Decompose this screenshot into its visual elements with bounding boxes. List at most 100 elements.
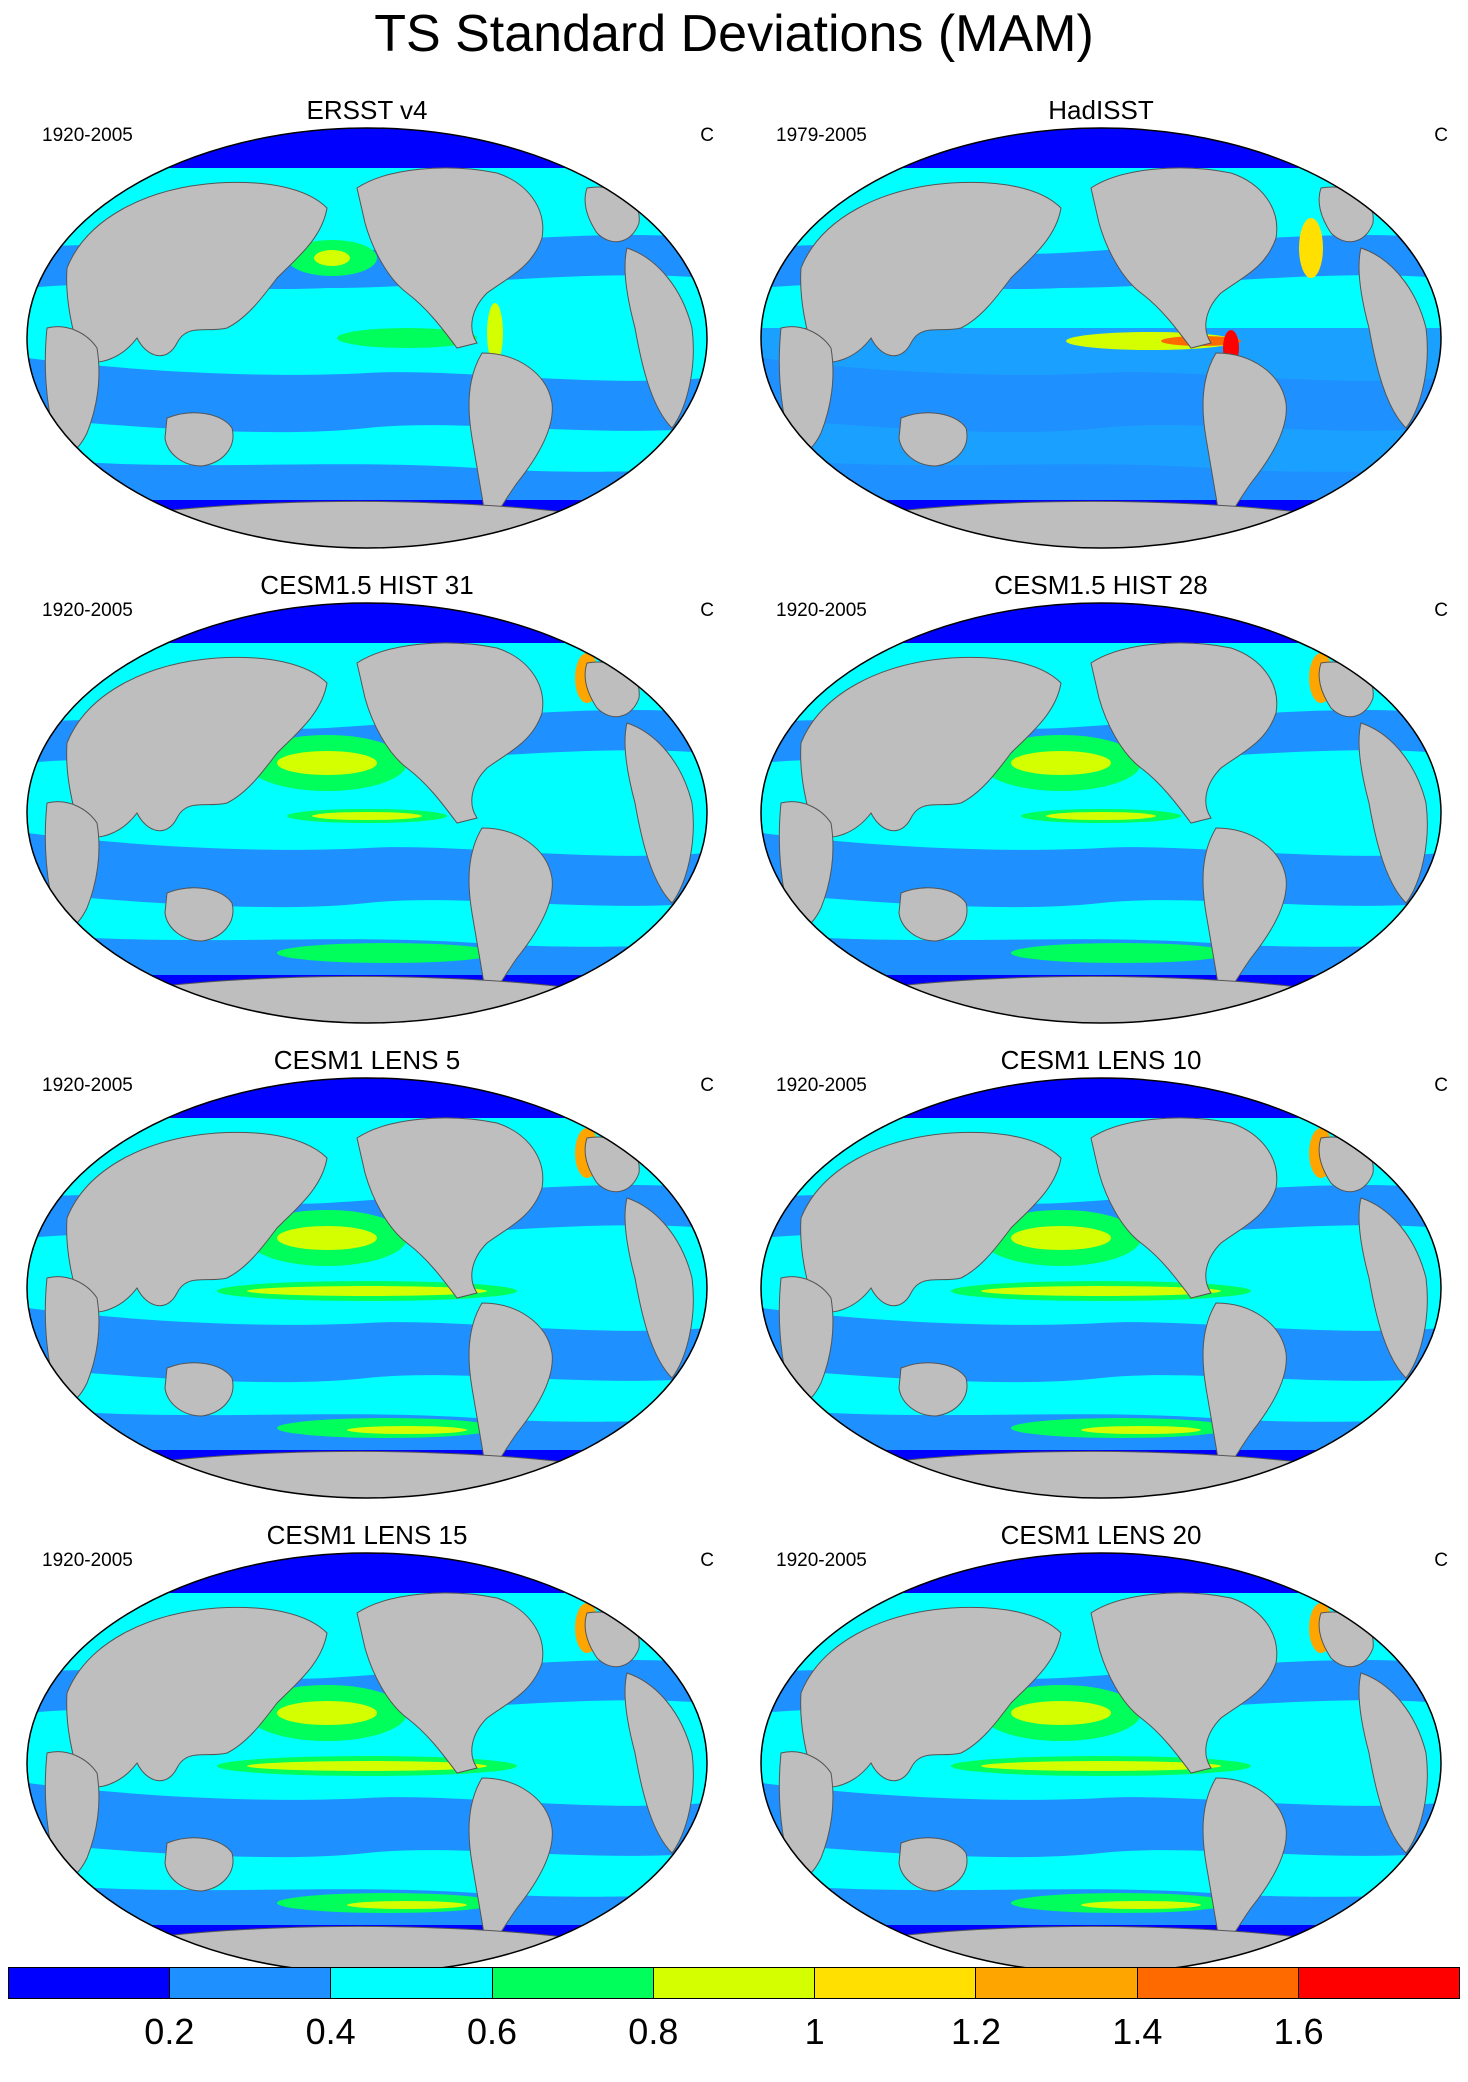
land-antarctica [115, 500, 619, 548]
colorbar-segment [492, 1968, 654, 1998]
map-panel: ERSST v4 1920-2005 C [0, 95, 734, 570]
land-eurasia [800, 1606, 1062, 1788]
colorbar-labels: 0.2 0.4 0.6 0.8 1 1.2 1.4 1.6 [8, 2010, 1460, 2060]
world-map [760, 602, 1442, 1024]
panel-title: CESM1 LENS 10 [1000, 1045, 1202, 1075]
panel-units: C [1434, 125, 1448, 146]
map-panel: CESM1.5 HIST 31 1920-2005 C [0, 570, 734, 1045]
colorbar-label: 0.2 [144, 2011, 195, 2052]
land-southAmerica [1202, 827, 1287, 1003]
variability-patch [277, 943, 497, 963]
map-panel: HadISST 1979-2005 C [734, 95, 1468, 570]
colorbar-segment [815, 1968, 977, 1998]
variability-patch [312, 812, 422, 820]
land-europeAfricaRight [624, 247, 694, 429]
land-australia [898, 887, 968, 942]
colorbar-label: 1.2 [950, 2011, 1002, 2052]
land-antarctica [115, 1450, 619, 1498]
land-africa [44, 326, 100, 453]
land-eurasia [66, 181, 328, 363]
arctic-band [761, 603, 1441, 643]
panel-units: C [700, 1075, 714, 1096]
panel-period: 1920-2005 [42, 600, 133, 621]
land-southAmerica [468, 1302, 553, 1478]
colorbar-segment [1137, 1968, 1299, 1998]
colorbar-segment [976, 1968, 1138, 1998]
land-europeAfricaRight [1358, 1672, 1428, 1854]
land-southAmerica [1202, 1302, 1287, 1478]
map-panel: CESM1 LENS 15 1920-2005 C [0, 1520, 734, 1995]
land-africa [778, 801, 834, 928]
map-outline [26, 602, 708, 1024]
land-antarctica [849, 975, 1353, 1023]
panel-title: CESM1 LENS 20 [1000, 1520, 1202, 1550]
land-australia [164, 1362, 234, 1417]
land-africa [44, 1276, 100, 1403]
land-southAmerica [1202, 1777, 1287, 1953]
variability-patch [1081, 1901, 1201, 1909]
land-northAmerica [1090, 1592, 1278, 1774]
variability-patch [487, 303, 503, 363]
variability-patch [277, 751, 377, 775]
land-northAmerica [1090, 167, 1278, 349]
land-eurasia [66, 1131, 328, 1313]
colorbar-label: 0.4 [305, 2011, 356, 2052]
colorbar [8, 1967, 1460, 1999]
land-europeAfricaRight [624, 1197, 694, 1379]
arctic-band [761, 1553, 1441, 1593]
map-outline [760, 1077, 1442, 1499]
land-antarctica [849, 1450, 1353, 1498]
panel-title: CESM1 LENS 5 [273, 1045, 461, 1075]
land-northAmerica [356, 167, 544, 349]
land-europeAfricaRight [1358, 722, 1428, 904]
panel-period: 1920-2005 [42, 1075, 133, 1096]
ocean-band [761, 328, 1441, 478]
panel-units: C [700, 125, 714, 146]
land-northAmerica [1090, 1117, 1278, 1299]
world-map [26, 127, 708, 549]
variability-patch [247, 1761, 487, 1771]
panel-period: 1920-2005 [776, 1075, 867, 1096]
land-southAmerica [468, 1777, 553, 1953]
panel-title: HadISST [1048, 95, 1154, 125]
map-panel: CESM1 LENS 10 1920-2005 C [734, 1045, 1468, 1520]
panel-period: 1920-2005 [42, 125, 133, 146]
land-australia [898, 1837, 968, 1892]
arctic-band [27, 128, 707, 168]
panel-units: C [700, 1550, 714, 1571]
land-australia [898, 1362, 968, 1417]
land-southAmerica [468, 827, 553, 1003]
land-northAmerica [356, 642, 544, 824]
colorbar-label: 0.6 [466, 2011, 518, 2052]
panel-period: 1920-2005 [776, 600, 867, 621]
map-panel: CESM1.5 HIST 28 1920-2005 C [734, 570, 1468, 1045]
panel-title: CESM1.5 HIST 31 [260, 570, 474, 600]
variability-patch [277, 1226, 377, 1250]
map-outline [26, 1077, 708, 1499]
map-outline [26, 127, 708, 549]
world-map [26, 1077, 708, 1499]
colorbar-segment [653, 1968, 816, 1998]
variability-patch [1011, 943, 1231, 963]
variability-patch [1081, 1426, 1201, 1434]
arctic-band [27, 1553, 707, 1593]
variability-patch [247, 1286, 487, 1296]
land-southAmerica [468, 352, 553, 528]
variability-patch [1299, 218, 1323, 278]
land-africa [778, 1276, 834, 1403]
arctic-band [761, 128, 1441, 168]
map-outline [760, 127, 1442, 549]
land-africa [778, 1751, 834, 1878]
land-europeAfricaRight [624, 1672, 694, 1854]
world-map [760, 127, 1442, 549]
panel-title: ERSST v4 [306, 95, 428, 125]
land-australia [164, 887, 234, 942]
ocean-band [27, 458, 707, 508]
panel-period: 1920-2005 [42, 1550, 133, 1571]
land-europeAfricaRight [624, 722, 694, 904]
arctic-band [27, 603, 707, 643]
land-africa [44, 801, 100, 928]
colorbar-label: 1 [804, 2011, 825, 2052]
land-australia [898, 412, 968, 467]
colorbar-segment [1298, 1968, 1459, 1998]
